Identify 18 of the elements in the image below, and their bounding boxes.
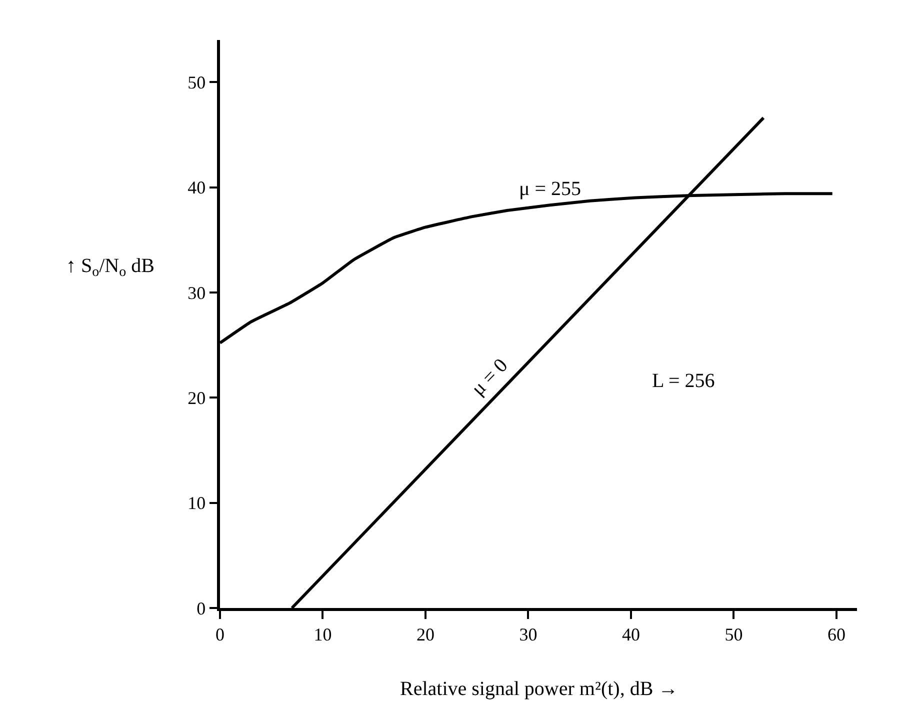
x-tick-label: 0 <box>216 624 224 644</box>
x-tick-label: 30 <box>519 624 538 644</box>
annotation: L = 256 <box>652 370 715 392</box>
x-tick-label: 20 <box>416 624 434 644</box>
y-tick-label: 30 <box>188 282 206 303</box>
x-tick-label: 10 <box>314 624 332 644</box>
y-tick-label: 0 <box>196 598 206 618</box>
y-tick-label: 50 <box>188 72 206 92</box>
x-axis-title: Relative signal power m²(t), dB → <box>400 678 678 700</box>
series-label: μ = 255 <box>519 178 582 200</box>
y-tick-label: 20 <box>188 388 206 408</box>
x-tick-label: 50 <box>724 624 743 644</box>
y-axis-title: ↑ S$_{o}$/N$_{o}$ dB <box>66 255 154 280</box>
text: μ = 0 <box>467 354 512 400</box>
x-tick-label: 60 <box>827 624 846 644</box>
y-tick-label: 40 <box>188 178 206 198</box>
x-tick-label: 40 <box>622 624 640 644</box>
y-tick-label: 10 <box>188 493 206 514</box>
